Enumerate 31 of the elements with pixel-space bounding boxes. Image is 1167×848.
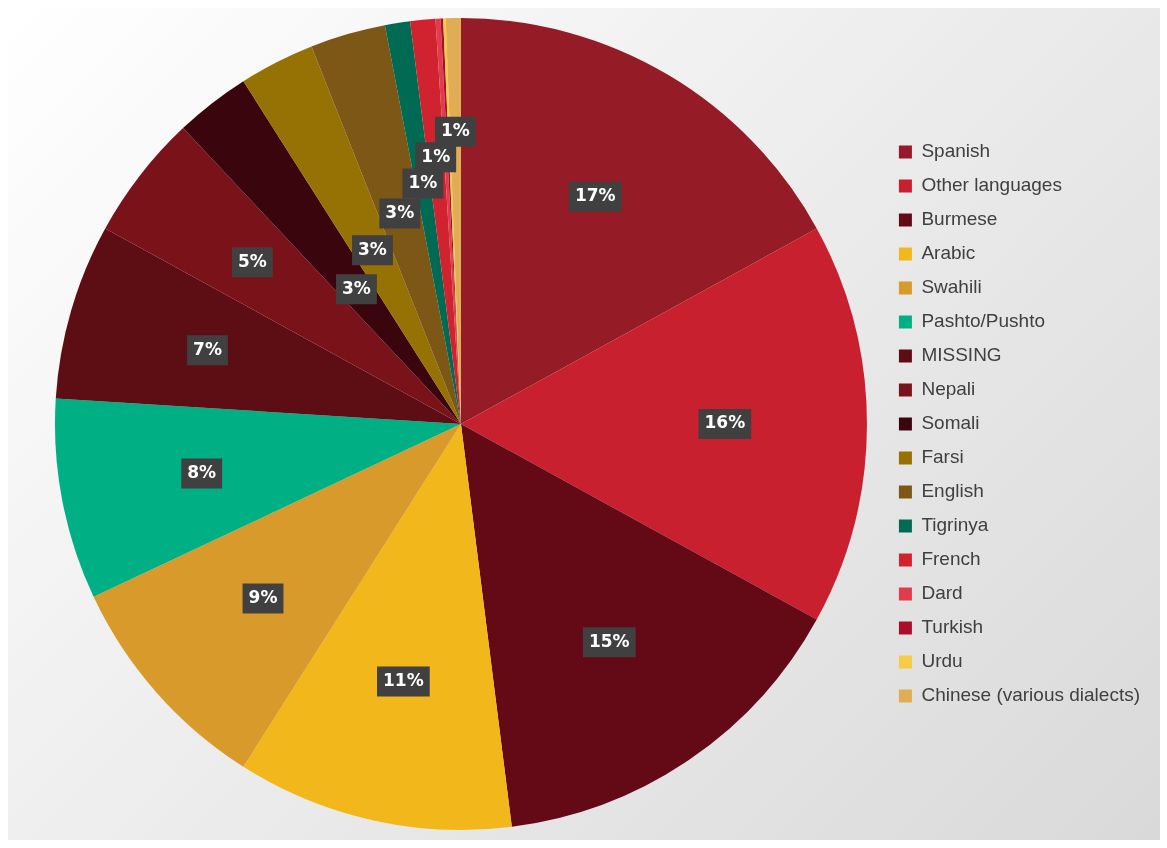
data-label: 11% — [383, 669, 424, 690]
legend-label: Pashto/Pushto — [921, 310, 1045, 332]
legend-label: MISSING — [921, 344, 1002, 366]
data-label: 3% — [358, 238, 387, 259]
data-label: 9% — [248, 586, 278, 607]
data-label: 3% — [385, 201, 415, 222]
legend-label: Burmese — [921, 208, 998, 230]
legend-label: Somali — [921, 412, 980, 434]
legend-label: Chinese (various dialects) — [921, 684, 1140, 706]
legend-label: Turkish — [921, 616, 983, 638]
legend-label: Urdu — [921, 650, 963, 672]
data-label: 1% — [441, 120, 470, 141]
legend-label: Tigrinya — [921, 514, 989, 536]
data-label: 15% — [588, 630, 630, 651]
legend-label: Nepali — [921, 378, 976, 400]
legend-label: French — [921, 548, 981, 570]
legend-label: Spanish — [921, 140, 991, 162]
data-label: 1% — [421, 145, 451, 166]
data-label: 17% — [574, 185, 616, 206]
data-label: 3% — [342, 277, 371, 298]
data-label: 1% — [408, 171, 438, 192]
legend-label: Dard — [921, 582, 963, 604]
legend-label: Other languages — [921, 174, 1062, 196]
legend-label: Swahili — [921, 276, 982, 298]
data-label: 5% — [237, 250, 267, 271]
legend-label: Arabic — [921, 242, 976, 264]
legend-label: English — [921, 480, 984, 502]
data-label: 8% — [187, 461, 217, 482]
data-label: 7% — [193, 338, 222, 359]
data-label: 16% — [704, 412, 746, 433]
legend-label: Farsi — [921, 446, 964, 468]
